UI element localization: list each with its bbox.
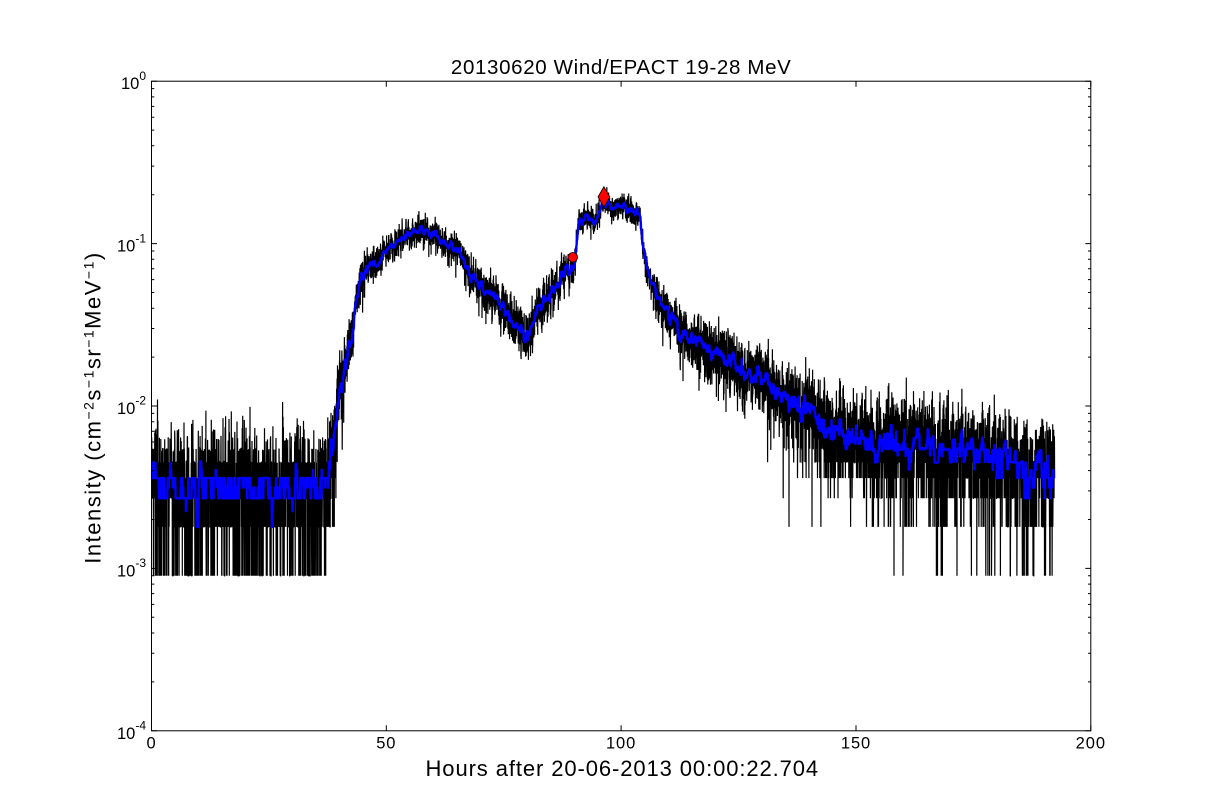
- svg-text:100: 100: [606, 735, 636, 753]
- svg-text:200: 200: [1076, 735, 1106, 753]
- svg-text:150: 150: [841, 735, 871, 753]
- svg-text:0: 0: [146, 735, 156, 753]
- svg-text:20130620 Wind/EPACT 19-28 MeV: 20130620 Wind/EPACT 19-28 MeV: [451, 56, 792, 79]
- svg-text:Hours after 20-06-2013 00:00:2: Hours after 20-06-2013 00:00:22.704: [426, 756, 820, 781]
- svg-text:50: 50: [376, 735, 396, 753]
